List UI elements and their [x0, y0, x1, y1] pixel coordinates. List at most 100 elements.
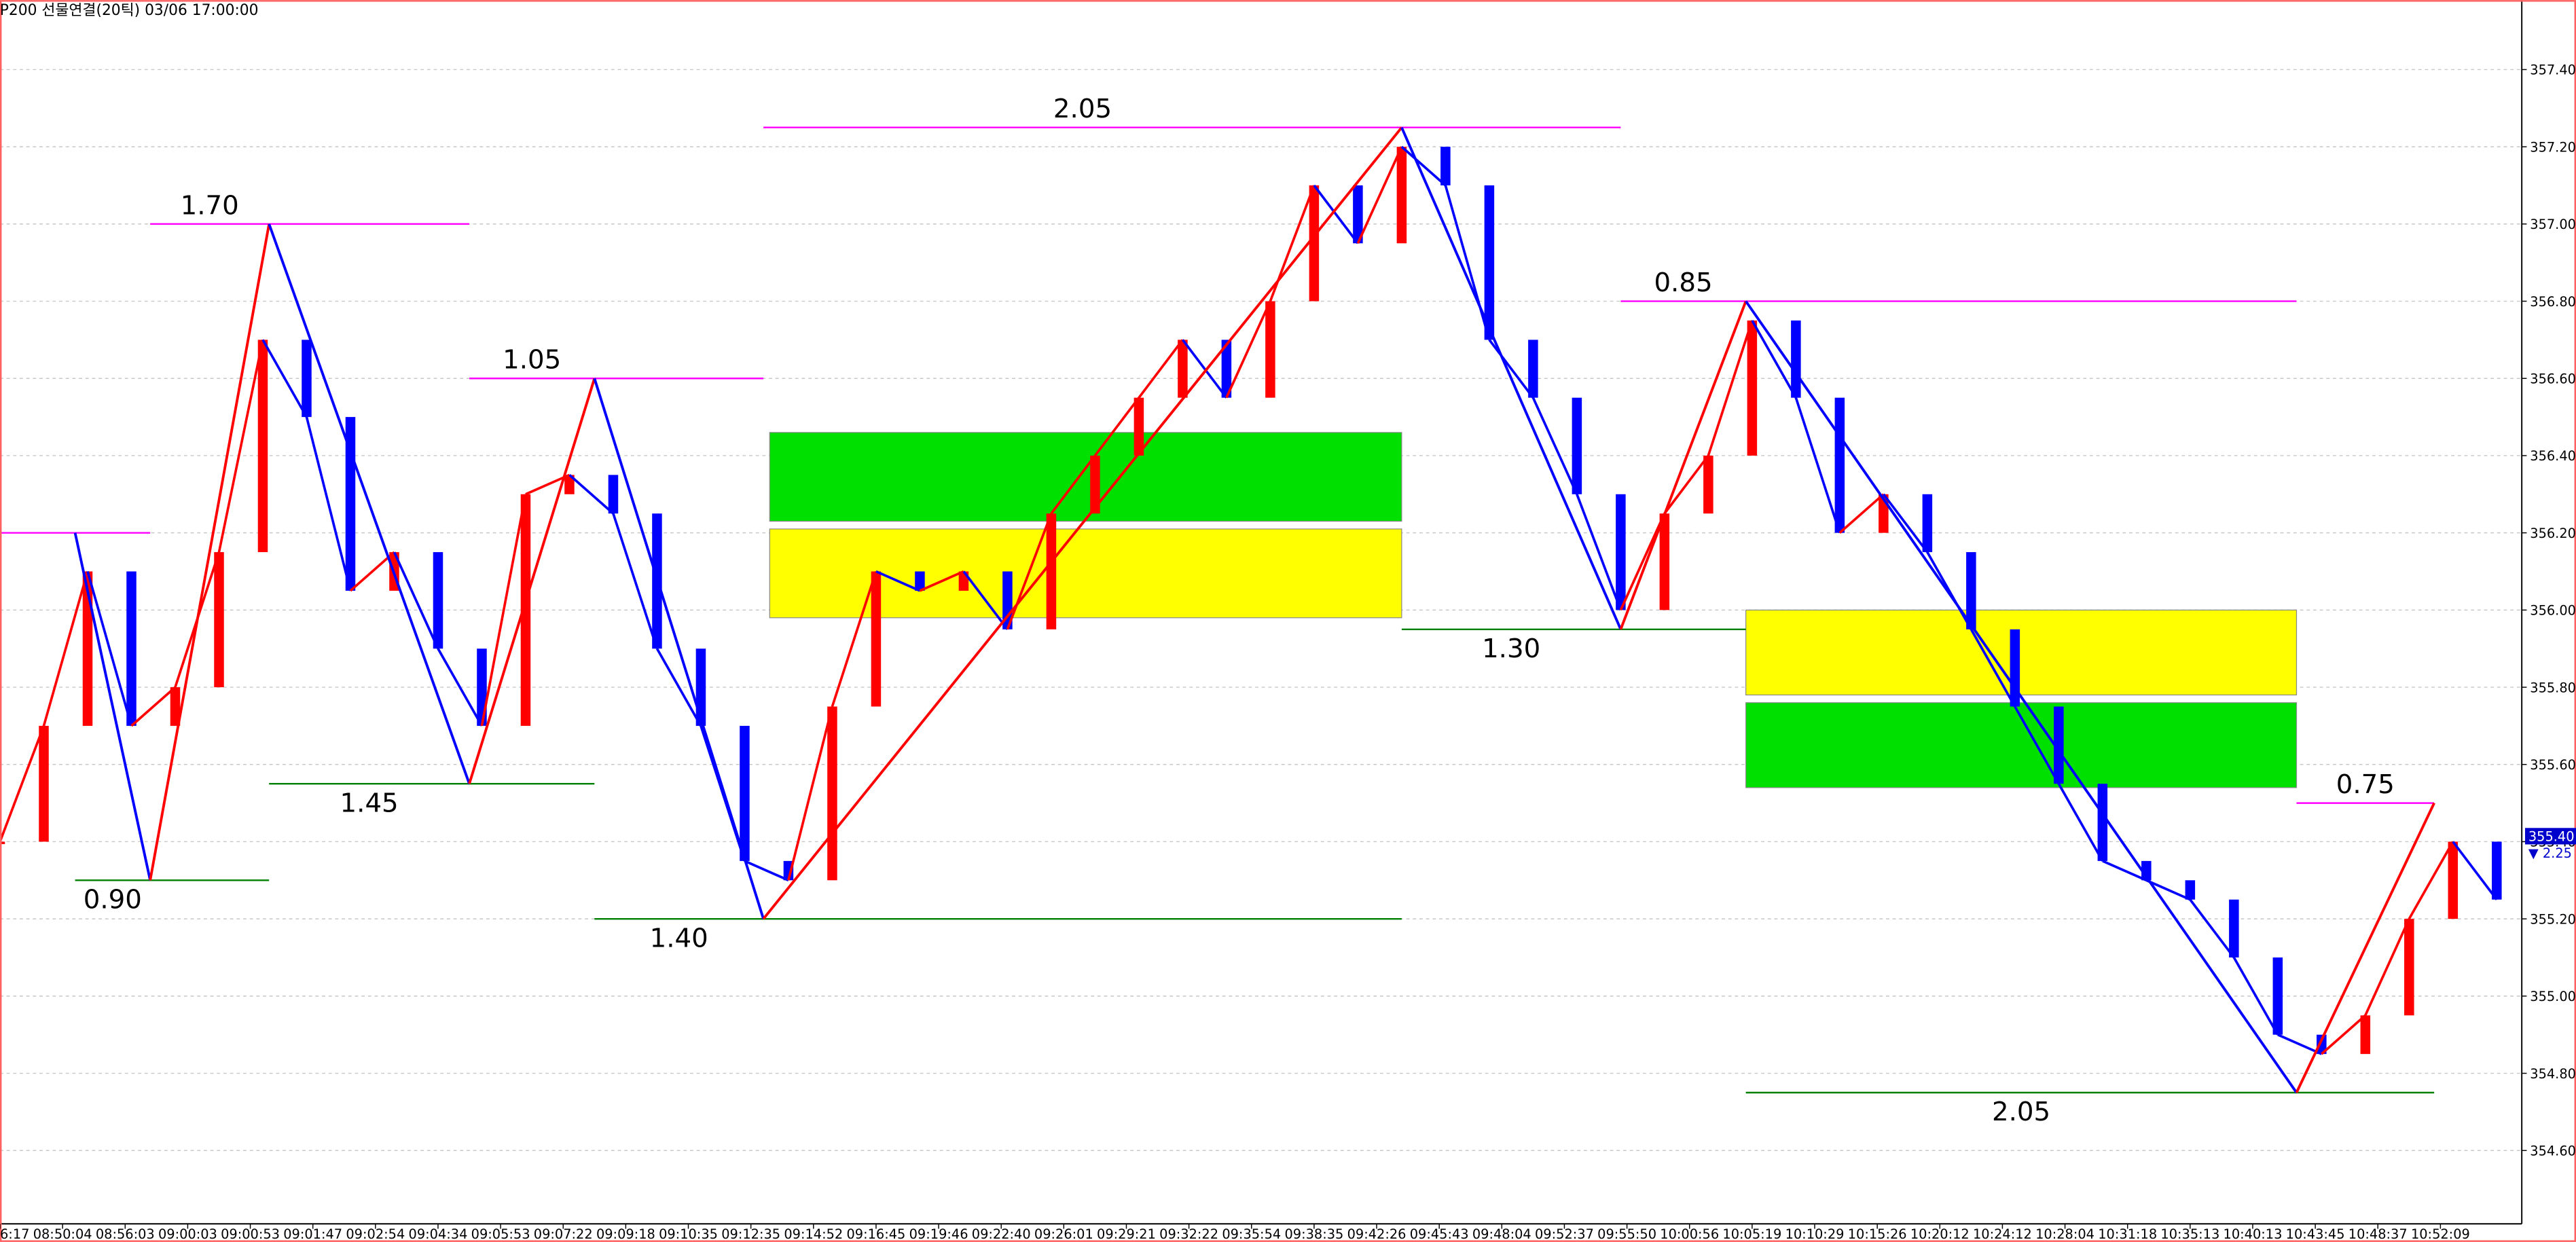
- price-bar: [1133, 397, 1144, 456]
- x-tick-label: 09:05:53: [471, 1226, 530, 1242]
- zigzag-segment: [468, 378, 596, 784]
- x-tick-label: 09:00:03: [158, 1226, 217, 1242]
- y-tick-label: 355.80: [2530, 680, 2576, 695]
- price-bar: [1265, 301, 1275, 398]
- price-link: [1356, 146, 1403, 244]
- price-link: [1138, 339, 1184, 399]
- x-tick-label: 09:14:52: [784, 1226, 843, 1242]
- price-link: [1663, 454, 1709, 515]
- zigzag-segment: [1400, 126, 1622, 630]
- y-tick-label: 356.60: [2530, 371, 2576, 387]
- price-bar: [1178, 340, 1188, 398]
- price-link: [1050, 454, 1096, 515]
- price-link: [831, 570, 877, 708]
- price-link: [2057, 783, 2104, 862]
- price-bar: [2054, 706, 2064, 784]
- price-bar: [1834, 397, 1845, 533]
- price-link: [655, 648, 702, 727]
- price-link: [1707, 320, 1754, 456]
- swing-label: 1.70: [181, 190, 239, 221]
- price-bar: [2448, 841, 2459, 919]
- price-bar: [1966, 552, 1976, 629]
- price-link: [217, 340, 264, 553]
- x-tick-label: 09:04:34: [409, 1226, 468, 1242]
- x-tick-label: 08:46:17: [0, 1226, 29, 1242]
- price-link: [1970, 628, 2016, 708]
- price-link: [962, 570, 1009, 630]
- swing-label: 2.05: [1992, 1097, 2050, 1127]
- price-bar: [2010, 629, 2020, 707]
- price-bar: [2360, 1015, 2371, 1055]
- price-bar: [2229, 899, 2239, 958]
- price-link: [568, 474, 615, 515]
- price-bar: [871, 571, 882, 707]
- swing-label: 2.05: [1053, 94, 1112, 124]
- price-bar: [1572, 397, 1582, 494]
- y-tick-label: 356.20: [2530, 526, 2576, 541]
- last-price-box: [2525, 828, 2576, 845]
- price-link: [1794, 397, 1841, 534]
- swing-label: 0.75: [2336, 769, 2395, 800]
- price-link: [2145, 879, 2191, 901]
- price-bar: [1484, 185, 1495, 340]
- zigzag-segment: [2295, 802, 2435, 1093]
- chart-title: KP200 선물연결(20틱) 03/06 17:00:00: [0, 2, 258, 19]
- price-link: [1838, 493, 1885, 534]
- y-tick-label: 354.60: [2530, 1144, 2576, 1159]
- price-bar: [1616, 494, 1626, 610]
- x-tick-label: 08:56:03: [96, 1226, 155, 1242]
- price-link: [1882, 493, 1929, 553]
- price-link: [2321, 1014, 2367, 1055]
- zigzag-segment: [762, 126, 1403, 920]
- x-tick-label: 09:09:18: [596, 1226, 655, 1242]
- y-tick-label: 357.20: [2530, 139, 2576, 155]
- price-link: [1093, 397, 1140, 457]
- price-link: [1006, 513, 1053, 630]
- x-tick-label: 09:48:04: [1472, 1226, 1531, 1242]
- price-link: [744, 860, 789, 881]
- y-tick-label: 355.20: [2530, 911, 2576, 927]
- price-bar: [1440, 147, 1451, 185]
- x-tick-label: 10:20:12: [1910, 1226, 1970, 1242]
- price-link: [480, 494, 527, 727]
- price-link: [2189, 898, 2235, 959]
- x-tick-label: 09:16:45: [846, 1226, 905, 1242]
- y-tick-label: 355.60: [2530, 757, 2576, 773]
- x-tick-label: 09:55:50: [1597, 1226, 1656, 1242]
- y-tick-label: 357.00: [2530, 217, 2576, 232]
- price-bar: [1528, 340, 1538, 398]
- price-link: [2364, 918, 2410, 1017]
- y-tick-label: 356.80: [2530, 294, 2576, 310]
- price-bar: [170, 687, 181, 726]
- price-link: [1576, 494, 1622, 610]
- zigzag-segment: [1745, 300, 2298, 1094]
- x-tick-label: 10:35:13: [2160, 1226, 2219, 1242]
- x-tick-label: 09:19:46: [909, 1226, 968, 1242]
- swing-label: 1.40: [650, 923, 708, 953]
- price-link: [42, 571, 89, 727]
- x-tick-label: 10:52:09: [2411, 1226, 2470, 1242]
- price-bar: [564, 475, 575, 494]
- x-tick-label: 08:50:04: [33, 1226, 92, 1242]
- x-tick-label: 09:29:21: [1097, 1226, 1156, 1242]
- zone: [769, 432, 1402, 522]
- y-tick-label: 356.40: [2530, 448, 2576, 464]
- x-tick-label: 10:31:18: [2098, 1226, 2157, 1242]
- price-bar: [520, 494, 531, 726]
- zigzag-segment: [593, 378, 765, 919]
- price-link: [612, 513, 659, 649]
- zigzag-segment: [268, 223, 471, 784]
- x-tick-label: 10:00:56: [1660, 1226, 1719, 1242]
- price-link: [1181, 339, 1228, 399]
- x-tick-label: 10:05:19: [1722, 1226, 1781, 1242]
- price-link: [1400, 145, 1447, 187]
- price-link: [525, 473, 570, 496]
- price-link: [86, 571, 133, 727]
- x-tick-label: 10:24:12: [1973, 1226, 2032, 1242]
- price-bar: [39, 725, 49, 842]
- price-bar: [1309, 185, 1320, 302]
- price-bar: [477, 649, 487, 726]
